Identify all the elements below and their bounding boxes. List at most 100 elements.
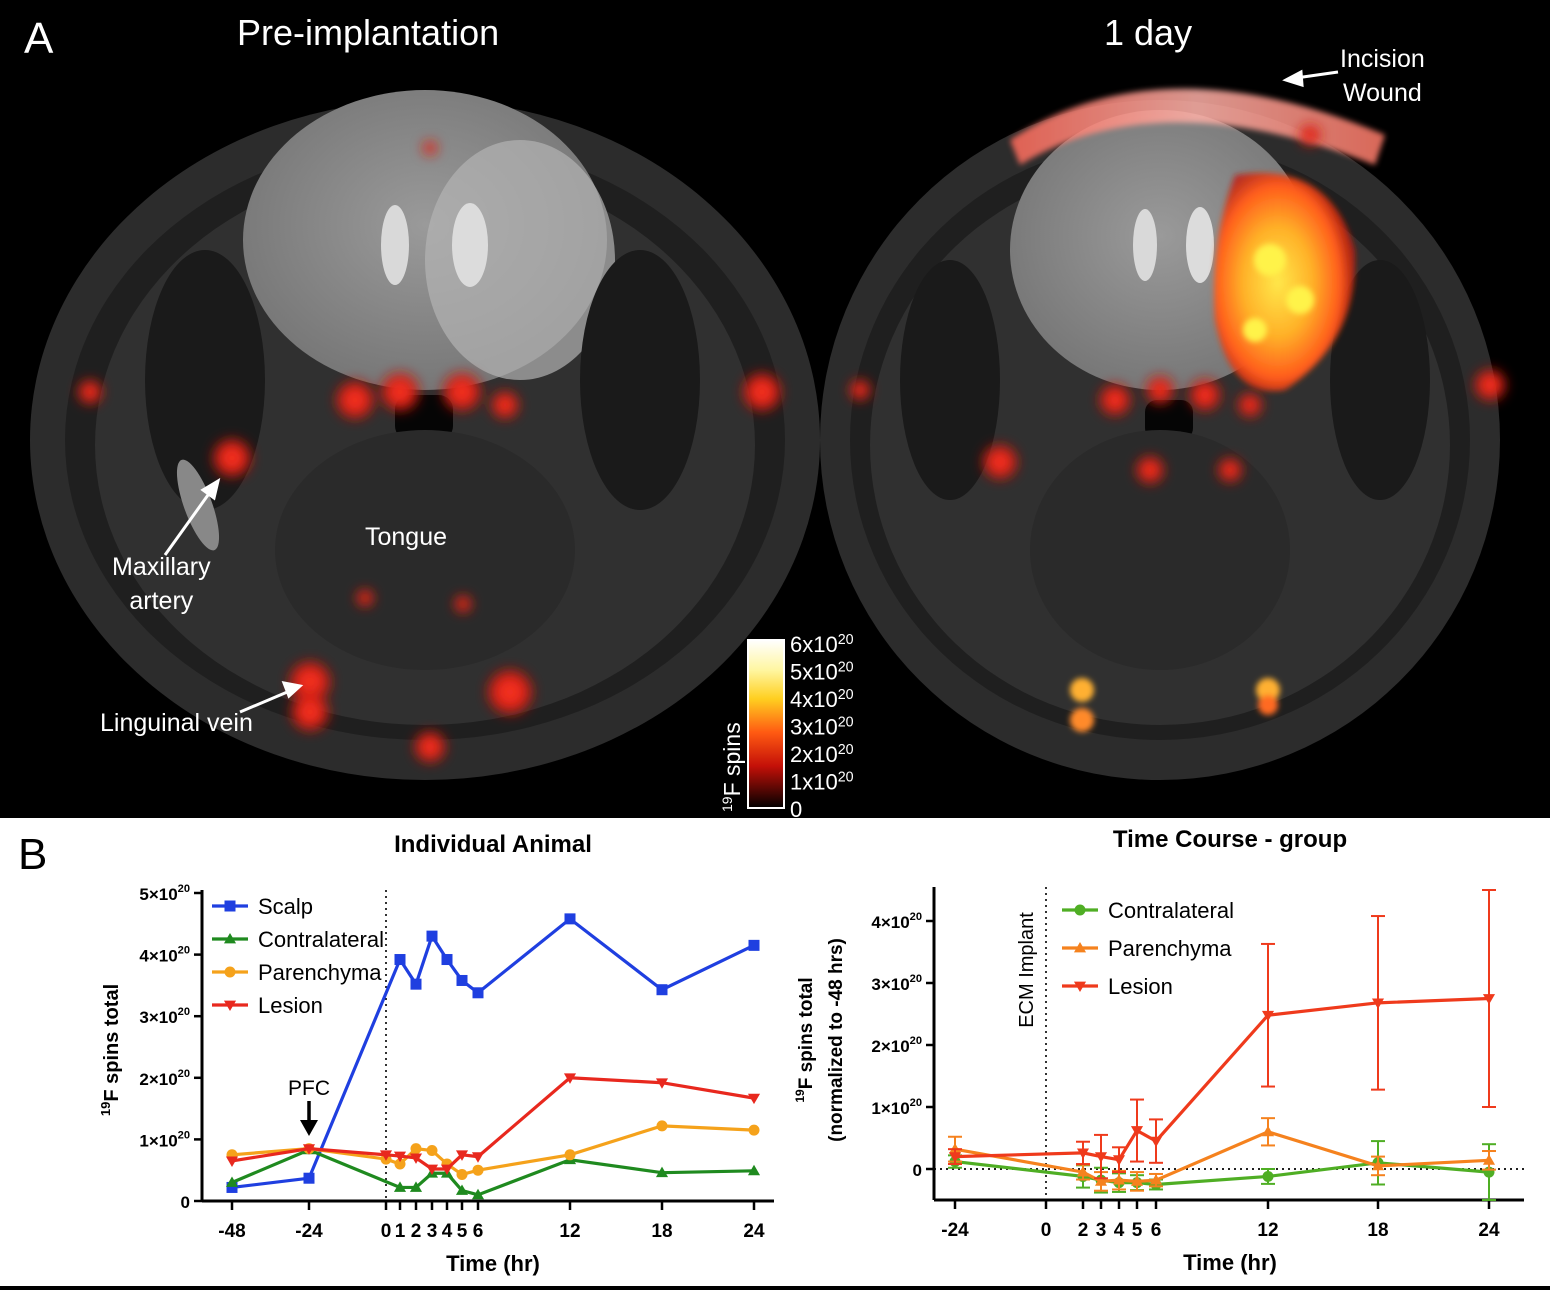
data-point	[564, 1149, 576, 1161]
data-point	[655, 1166, 669, 1178]
series-line	[231, 1124, 755, 1177]
data-point	[1371, 998, 1385, 1009]
legend-marker	[224, 900, 236, 912]
charts-panel: B Individual Animal 0 1×1020 2×1020 3×1020 4×…	[0, 818, 1550, 1290]
x-tick-label: 18	[651, 1221, 672, 1242]
colorbar-tick: 1x1020	[790, 770, 854, 795]
bottom-rule	[0, 1286, 1550, 1290]
data-point	[1112, 1174, 1126, 1185]
data-point	[948, 1152, 962, 1163]
legend-entry: Parenchyma	[212, 960, 382, 985]
y-tick-label: 0	[913, 1161, 922, 1180]
x-tick-label: 6	[1151, 1220, 1162, 1241]
data-point	[472, 1164, 484, 1176]
data-point	[225, 1176, 239, 1187]
colorbar-tick: 3x1020	[790, 715, 854, 740]
panel-a-letter: A	[24, 14, 54, 63]
legend-entry: Parenchyma	[1062, 936, 1232, 961]
data-point	[393, 1181, 407, 1192]
data-point	[425, 1164, 439, 1176]
data-point	[393, 1151, 407, 1163]
x-tick-label: 12	[559, 1221, 580, 1242]
label-maxillary-artery: Maxillary artery	[112, 553, 211, 615]
legend-entry: Contralateral	[1062, 898, 1234, 923]
data-point	[747, 1093, 761, 1105]
x-tick-label: 2	[1078, 1220, 1089, 1241]
data-point	[1149, 1136, 1163, 1148]
data-point	[456, 1169, 468, 1181]
data-point	[303, 1172, 315, 1184]
charts: Individual Animal 0 1×1020 2×1020 3×1020 4×10…	[98, 826, 1524, 1276]
legend-marker	[223, 932, 237, 944]
legend-label: Scalp	[258, 894, 313, 919]
y-tick-label: 2×1020	[871, 1035, 922, 1056]
legend-marker	[1073, 941, 1087, 953]
annotation-arrows	[163, 69, 1339, 714]
y-axis-label: 19F spins total	[793, 977, 817, 1102]
x-tick-label: 24	[1478, 1220, 1500, 1241]
data-point	[226, 1181, 238, 1193]
x-tick-label: 3	[427, 1221, 438, 1242]
legend-marker	[223, 1000, 237, 1012]
data-point	[1076, 1148, 1090, 1159]
series-line	[954, 1130, 1490, 1184]
x-tick-label: 5	[457, 1221, 468, 1242]
y-tick-label: 3×1020	[871, 973, 922, 994]
x-tick-label: 6	[473, 1221, 484, 1242]
legend-label: Lesion	[1108, 974, 1173, 999]
legend-marker	[1074, 904, 1086, 916]
data-point	[426, 930, 438, 942]
x-tick-label: 0	[1041, 1220, 1052, 1241]
y-tick-label: 1×1020	[871, 1097, 922, 1118]
data-point	[410, 978, 422, 990]
pfc-arrowhead	[300, 1120, 318, 1136]
data-point	[471, 1152, 485, 1163]
colorbar-tick: 0	[790, 797, 802, 818]
data-point	[225, 1156, 239, 1168]
data-point	[747, 1164, 761, 1176]
x-tick-label: 4	[1114, 1220, 1125, 1241]
chart-time-course-group: Time Course - group 0 1×1020 2×1020 3×1020 4×…	[793, 826, 1524, 1275]
legend-label: Parenchyma	[258, 960, 382, 985]
x-axis-label: Time (hr)	[1183, 1250, 1277, 1275]
data-point	[1130, 1175, 1144, 1186]
panel-b-letter: B	[18, 830, 48, 879]
data-point	[409, 1153, 423, 1164]
colorbar-tick: 6x1020	[790, 632, 854, 657]
y-tick-label: 1×1020	[139, 1129, 190, 1150]
data-point	[1130, 1126, 1144, 1137]
y-tick-label: 5×1020	[139, 883, 190, 904]
data-point	[471, 1188, 485, 1200]
x-tick-label: 12	[1257, 1220, 1278, 1241]
title-pre-implantation: Pre-implantation	[237, 12, 500, 53]
y-tick-label: 4×1020	[139, 945, 190, 966]
chart-title: Individual Animal	[394, 831, 592, 858]
title-1-day: 1 day	[1104, 12, 1193, 53]
data-point	[563, 1073, 577, 1084]
x-tick-label: 18	[1367, 1220, 1388, 1241]
series-lesion	[225, 1073, 761, 1176]
data-point	[1094, 1175, 1108, 1186]
x-tick-label: 24	[743, 1221, 765, 1242]
mri-panel: 19F spins 6x1020 5x1020 4x1020 3x1020 2x1020…	[0, 0, 1550, 818]
pfc-annotation: PFC	[288, 1077, 330, 1100]
legend-label: Contralateral	[258, 927, 384, 952]
series-line	[231, 1076, 755, 1171]
data-point	[394, 954, 406, 966]
y-tick-label: 4×1020	[871, 911, 922, 932]
data-point	[1261, 1010, 1275, 1022]
x-tick-label: -24	[295, 1221, 323, 1242]
data-point	[564, 913, 576, 925]
y-tick-label: 0	[181, 1193, 190, 1212]
legend-entry: Scalp	[212, 894, 313, 919]
series-parenchyma	[226, 1120, 760, 1181]
x-tick-label: 1	[395, 1221, 406, 1242]
legend-marker	[1073, 981, 1087, 993]
data-point	[410, 1143, 422, 1155]
series-lesion	[948, 889, 1496, 1180]
data-point	[1094, 1152, 1108, 1163]
y-axis-label: 19F spins total	[98, 984, 123, 1116]
legend-marker	[224, 966, 236, 978]
